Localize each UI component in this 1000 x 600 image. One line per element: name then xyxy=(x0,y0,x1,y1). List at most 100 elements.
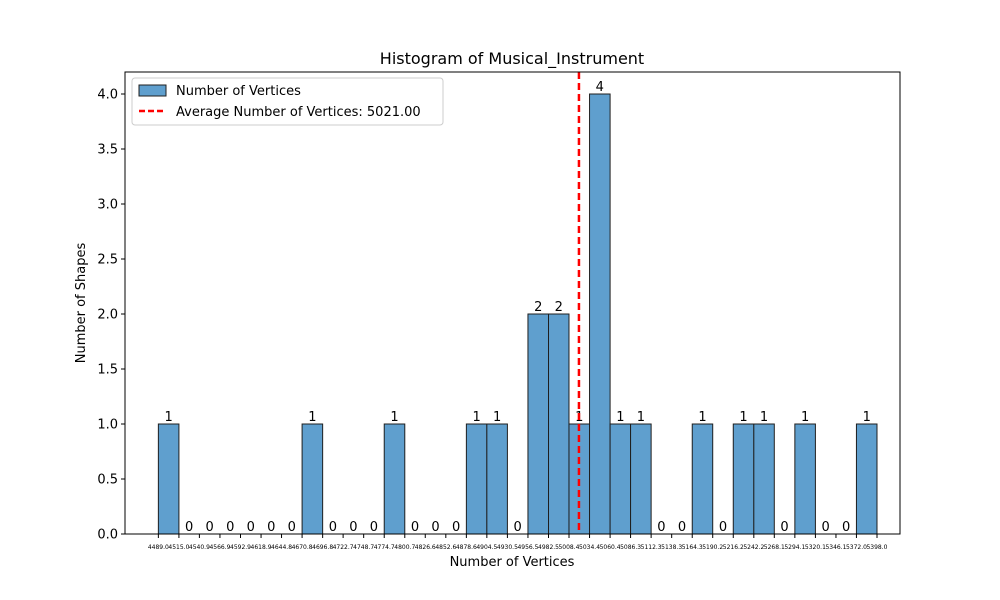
x-tick-label: 5060.4 xyxy=(600,544,621,551)
y-tick-label: 0.5 xyxy=(97,473,118,488)
bar-count-label: 0 xyxy=(329,520,337,535)
legend-label-vertices: Number of Vertices xyxy=(176,84,301,99)
x-axis-ticks: 4489.0 4515.0 4540.9 4566.9 4592.9 4618.9 4644… xyxy=(148,534,888,551)
x-tick-label: 5398.0 xyxy=(866,544,887,551)
bar-count-label: 1 xyxy=(801,410,809,425)
x-tick-label: 4956.5 xyxy=(517,544,538,551)
x-tick-label: 4826.6 xyxy=(415,544,436,551)
x-tick-label: 4592.9 xyxy=(230,544,251,551)
bar-count-label: 1 xyxy=(164,410,172,425)
bar-count-label: 0 xyxy=(842,520,850,535)
legend-box xyxy=(131,77,444,126)
x-tick-label: 5138.3 xyxy=(661,544,682,551)
histogram-bar xyxy=(157,423,180,535)
x-tick-label: 4618.9 xyxy=(251,544,272,551)
x-tick-label: 5372.0 xyxy=(846,544,867,551)
histogram-bar xyxy=(548,313,570,535)
bar-count-label: 0 xyxy=(431,520,439,535)
x-tick-label: 5190.2 xyxy=(702,544,723,551)
y-tick-label: 2.0 xyxy=(97,308,118,323)
x-tick-label: 4696.8 xyxy=(312,544,333,551)
x-tick-label: 4540.9 xyxy=(189,544,210,551)
x-axis-label: Number of Vertices xyxy=(450,555,575,570)
x-tick-label: 5008.4 xyxy=(558,544,579,551)
bar-count-label: 0 xyxy=(657,520,665,535)
x-tick-label: 4904.5 xyxy=(476,544,497,551)
y-tick-label: 2.5 xyxy=(97,253,118,268)
y-axis-ticks: 0.0 0.5 1.0 1.5 2.0 2.5 3.0 3.5 4.0 xyxy=(97,88,125,543)
histogram-bar xyxy=(794,423,816,535)
x-tick-label: 4748.7 xyxy=(353,544,374,551)
histogram-bar xyxy=(855,423,878,535)
bar-count-label: 4 xyxy=(596,80,604,95)
bar-count-label: 0 xyxy=(349,520,357,535)
y-tick-label: 4.0 xyxy=(97,88,118,103)
x-tick-label: 5242.2 xyxy=(743,544,764,551)
x-tick-label: 5346.1 xyxy=(825,544,846,551)
histogram-bar xyxy=(691,423,714,535)
histogram-bar xyxy=(630,423,652,535)
bar-count-label: 0 xyxy=(719,520,727,535)
bar-count-label: 1 xyxy=(616,410,624,425)
x-tick-label: 5216.2 xyxy=(723,544,744,551)
y-axis-label: Number of Shapes xyxy=(74,243,89,364)
x-tick-label: 5112.3 xyxy=(641,544,662,551)
y-tick-label: 1.0 xyxy=(97,418,118,433)
chart-title: Histogram of Musical_Instrument xyxy=(380,49,644,69)
x-tick-label: 4566.9 xyxy=(209,544,230,551)
histogram-bar xyxy=(753,423,775,535)
bar-count-label: 0 xyxy=(514,520,522,535)
bar-count-label: 0 xyxy=(411,520,419,535)
y-tick-label: 1.5 xyxy=(97,363,118,378)
x-tick-label: 4800.7 xyxy=(394,544,415,551)
x-tick-label: 4515.0 xyxy=(168,544,189,551)
x-tick-label: 5268.1 xyxy=(764,544,785,551)
bar-count-label: 1 xyxy=(637,410,645,425)
histogram-bar xyxy=(589,93,611,535)
bar-count-label: 1 xyxy=(493,410,501,425)
x-tick-label: 4982.5 xyxy=(538,544,559,551)
bar-count-label: 0 xyxy=(206,520,214,535)
bar-labels-layer: 10000001000100011022141100101101001 xyxy=(164,80,870,535)
x-tick-label: 4878.6 xyxy=(456,544,477,551)
x-tick-label: 4852.6 xyxy=(435,544,456,551)
histogram-bar xyxy=(465,423,488,535)
histogram-bar xyxy=(732,423,755,535)
bar-count-label: 0 xyxy=(452,520,460,535)
bar-count-label: 2 xyxy=(534,300,542,315)
x-tick-label: 4644.8 xyxy=(271,544,292,551)
bar-count-label: 0 xyxy=(247,520,255,535)
bar-count-label: 0 xyxy=(370,520,378,535)
bar-count-label: 0 xyxy=(678,520,686,535)
y-tick-label: 3.5 xyxy=(97,143,118,158)
x-tick-label: 5164.3 xyxy=(682,544,703,551)
x-tick-label: 5034.4 xyxy=(579,544,600,551)
bar-count-label: 0 xyxy=(185,520,193,535)
x-tick-label: 5294.1 xyxy=(784,544,805,551)
histogram-bar xyxy=(383,423,406,535)
bar-count-label: 1 xyxy=(308,410,316,425)
bar-count-label: 0 xyxy=(226,520,234,535)
x-tick-label: 5320.1 xyxy=(805,544,826,551)
bar-count-label: 1 xyxy=(760,410,768,425)
bar-count-label: 0 xyxy=(288,520,296,535)
histogram-bar xyxy=(301,423,324,535)
legend-bar-swatch xyxy=(138,84,167,97)
legend-label-average: Average Number of Vertices: 5021.00 xyxy=(176,105,421,120)
bar-count-label: 1 xyxy=(390,410,398,425)
y-tick-label: 0.0 xyxy=(97,528,118,543)
bar-count-label: 1 xyxy=(863,410,871,425)
bar-count-label: 1 xyxy=(472,410,480,425)
bars-layer xyxy=(157,93,878,535)
bar-count-label: 1 xyxy=(739,410,747,425)
x-tick-label: 4930.5 xyxy=(497,544,518,551)
bar-count-label: 0 xyxy=(780,520,788,535)
bar-count-label: 0 xyxy=(267,520,275,535)
histogram-bar xyxy=(486,423,508,535)
y-tick-label: 3.0 xyxy=(97,198,118,213)
legend: Number of Vertices Average Number of Ver… xyxy=(131,77,444,126)
x-tick-label: 5086.3 xyxy=(620,544,641,551)
x-tick-label: 4722.7 xyxy=(333,544,354,551)
